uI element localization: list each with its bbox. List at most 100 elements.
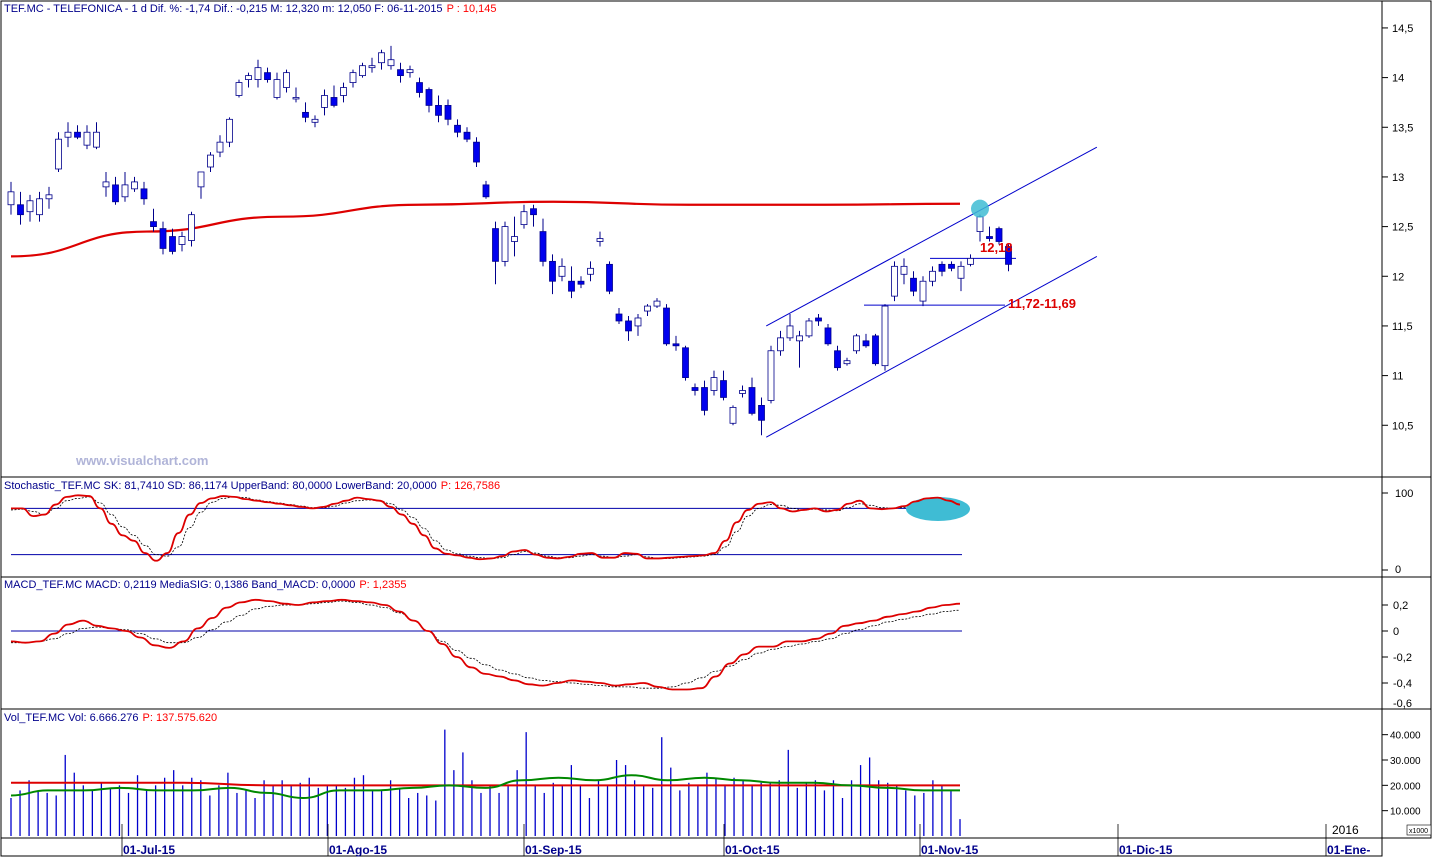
candle-body: [862, 340, 870, 347]
vol-header-p: P: 137.575.620: [143, 712, 218, 724]
x-tick-label: 01-Nov-15: [921, 843, 979, 857]
candle-body: [397, 69, 404, 77]
x-tick-label: 01-Sep-15: [525, 843, 582, 857]
candle-body: [634, 317, 642, 327]
candle-body: [672, 343, 680, 347]
candle-body: [872, 335, 879, 365]
candle-body: [159, 228, 167, 249]
level-label-2: 11,72-11,69: [1008, 296, 1076, 311]
candle-body: [986, 236, 993, 239]
macd-plot: [10, 598, 962, 691]
candle-body: [957, 265, 965, 279]
candle-body: [938, 263, 946, 272]
macd-header-text: MACD_TEF.MC MACD: 0,2119 MediaSIG: 0,138…: [4, 579, 355, 591]
volume-ma-green: [10, 774, 960, 800]
candle-body: [26, 200, 34, 213]
candle-body: [197, 171, 205, 188]
candle-body: [254, 67, 262, 80]
candle-body: [444, 105, 452, 120]
vol-unit-label: x1000: [1409, 828, 1428, 835]
candle-body: [720, 380, 727, 398]
candle-body: [843, 360, 851, 365]
candle-body: [311, 118, 319, 123]
candle-body: [425, 89, 433, 106]
candle-body: [226, 118, 233, 143]
candle-body: [273, 79, 281, 98]
candle-body: [520, 211, 528, 226]
macd-line: [10, 598, 961, 691]
price-tick-label: 13: [1392, 172, 1404, 184]
candle-body: [349, 72, 357, 83]
price-tick-label: 14,5: [1392, 23, 1413, 35]
vol-panel-frame: [0, 708, 1383, 839]
volume-ma-red: [10, 781, 960, 787]
candle-body: [767, 350, 775, 401]
candle-body: [283, 72, 290, 88]
channel-upper-line: [766, 146, 1098, 327]
moving-average-line: [10, 200, 961, 258]
axes: 14,5 14 13,5 13 12,5 12 11,5 11 10,5 100 0 0,2 0 -0,2…: [121, 23, 1432, 857]
x-tick-label: 01-Jul-15: [123, 843, 175, 857]
candle-body: [549, 260, 556, 282]
candle-body: [663, 307, 670, 345]
candle-body: [910, 277, 917, 292]
candle-body: [188, 214, 195, 241]
candle-body: [929, 270, 936, 282]
candle-body: [302, 111, 309, 118]
price-tick-label: 11: [1392, 371, 1403, 383]
stoch-header: Stochastic_TEF.MC SK: 81,7410 SD: 86,117…: [4, 480, 500, 492]
candle-body: [834, 350, 841, 369]
macd-tick-label: 0,2: [1393, 600, 1408, 612]
price-panel-frame: [0, 0, 1383, 478]
candle-body: [644, 305, 651, 312]
candle-body: [815, 317, 822, 322]
candle-body: [710, 377, 718, 391]
vol-tick-label: 10.000: [1390, 807, 1421, 818]
candle-body: [121, 184, 129, 198]
x-tick-label: 01-Dic-15: [1119, 843, 1173, 857]
candle-body: [587, 267, 594, 275]
candle-body: [235, 82, 243, 96]
candle-body: [264, 72, 271, 80]
channel-lower-line: [766, 255, 1098, 438]
candle-body: [7, 191, 15, 206]
candle-body: [511, 236, 518, 242]
stoch-header-text: Stochastic_TEF.MC SK: 81,7410 SD: 86,117…: [4, 480, 437, 492]
candle-body: [245, 75, 252, 80]
candle-body: [606, 263, 613, 292]
vol-tick-label: 30.000: [1390, 756, 1421, 767]
stoch-panel-frame: [0, 476, 1383, 578]
candle-body: [36, 198, 43, 216]
vol-tick-label: 40.000: [1390, 731, 1421, 742]
candle-body: [786, 325, 794, 339]
candle-body: [691, 387, 699, 391]
candle-body: [321, 95, 328, 108]
candle-body: [739, 390, 746, 394]
candle-body: [558, 265, 566, 277]
candle-body: [900, 265, 908, 275]
candle-body: [378, 52, 385, 64]
candle-body: [577, 280, 585, 285]
candle-body: [169, 236, 176, 252]
candle-body: [292, 97, 300, 100]
candle-body: [368, 65, 376, 69]
price-tick-label: 13,5: [1392, 122, 1413, 134]
vol-header-text: Vol_TEF.MC Vol: 6.666.276: [4, 712, 139, 724]
candle-body: [682, 347, 689, 378]
candle-body: [853, 335, 860, 352]
x-tick-label: 01-Oct-15: [725, 843, 780, 857]
price-header-p: P : 10,145: [447, 3, 497, 15]
candle-body: [501, 226, 509, 262]
candle-body: [435, 105, 442, 116]
candle-body: [112, 184, 119, 203]
watermark: www.visualchart.com: [75, 453, 208, 468]
candle-body: [995, 228, 1003, 242]
stochastic-plot: [10, 494, 970, 562]
price-header-text: TEF.MC - TELEFONICA - 1 d Dif. %: -1,74 …: [4, 3, 443, 15]
candle-body: [1005, 246, 1012, 265]
candle-body: [748, 387, 756, 414]
candle-body: [64, 131, 72, 138]
candle-body: [150, 221, 157, 227]
price-header: TEF.MC - TELEFONICA - 1 d Dif. %: -1,74 …: [4, 3, 497, 15]
